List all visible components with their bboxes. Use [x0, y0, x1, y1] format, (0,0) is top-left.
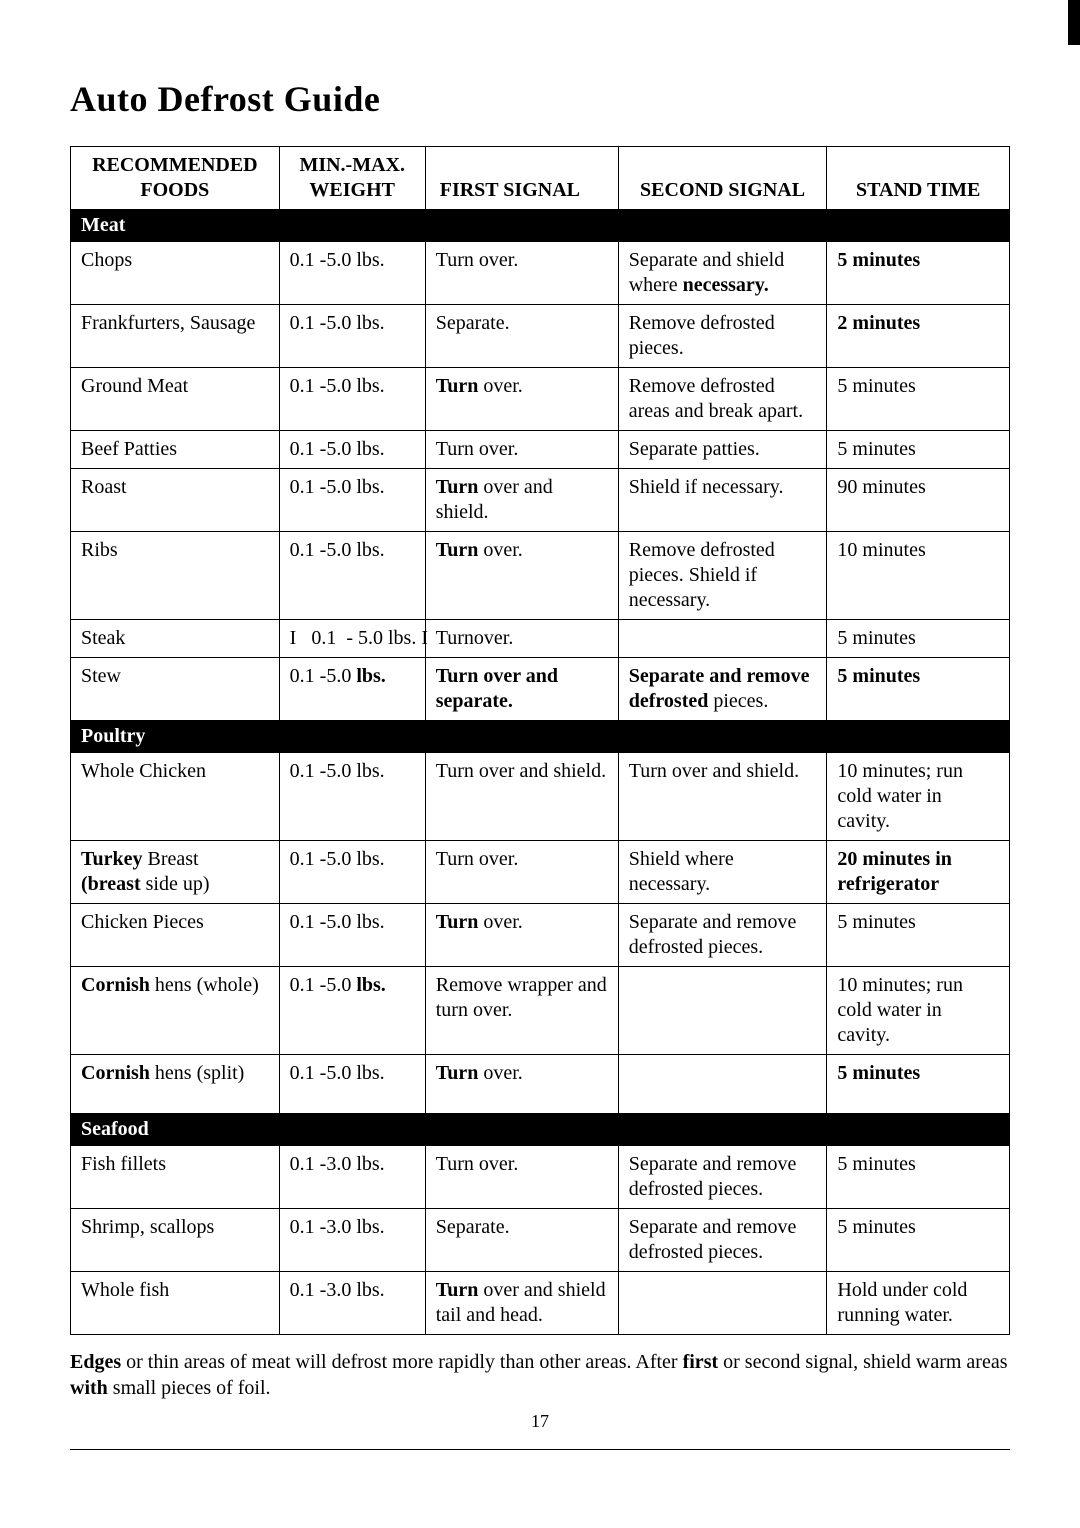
table-row: Chops 0.1 -5.0 lbs. Turn over. Separate …: [71, 242, 1010, 305]
table-row: Roast 0.1 -5.0 lbs. Turn over and shield…: [71, 469, 1010, 532]
table-row: Fish fillets 0.1 -3.0 lbs. Turn over. Se…: [71, 1146, 1010, 1209]
table-row: Chicken Pieces 0.1 -5.0 lbs. Turn over. …: [71, 904, 1010, 967]
table-row: Whole fish 0.1 -3.0 lbs. Turn over and s…: [71, 1272, 1010, 1335]
table-row: Ground Meat 0.1 -5.0 lbs. Turn over. Rem…: [71, 368, 1010, 431]
table-row: Steak I 0.1 - 5.0 lbs. I Turnover. 5 min…: [71, 620, 1010, 658]
col-second-signal: SECOND SIGNAL: [618, 147, 827, 210]
col-first-signal: FIRST SIGNAL: [425, 147, 618, 210]
table-row: Ribs 0.1 -5.0 lbs. Turn over. Remove def…: [71, 532, 1010, 620]
table-row: Whole Chicken 0.1 -5.0 lbs. Turn over an…: [71, 753, 1010, 841]
page-number: 17: [0, 1411, 1080, 1432]
bottom-rule: [70, 1449, 1010, 1450]
defrost-guide-table: RECOMMENDEDFOODS MIN.-MAX.WEIGHT FIRST S…: [70, 146, 1010, 1335]
table-header-row: RECOMMENDEDFOODS MIN.-MAX.WEIGHT FIRST S…: [71, 147, 1010, 210]
section-poultry: Poultry: [71, 721, 1010, 753]
col-min-max-weight: MIN.-MAX.WEIGHT: [279, 147, 425, 210]
table-row: Stew 0.1 -5.0 lbs. Turn over and separat…: [71, 658, 1010, 721]
table-row: Cornish hens (split) 0.1 -5.0 lbs. Turn …: [71, 1055, 1010, 1114]
page-title: Auto Defrost Guide: [70, 78, 1010, 120]
decorative-corner-bar: [1068, 0, 1080, 45]
table-row: Beef Patties 0.1 -5.0 lbs. Turn over. Se…: [71, 431, 1010, 469]
table-row: Shrimp, scallops 0.1 -3.0 lbs. Separate.…: [71, 1209, 1010, 1272]
section-seafood: Seafood: [71, 1114, 1010, 1146]
section-meat: Meat: [71, 210, 1010, 242]
footnote: Edges or thin areas of meat will defrost…: [70, 1349, 1010, 1401]
table-row: Cornish hens (whole) 0.1 -5.0 lbs. Remov…: [71, 967, 1010, 1055]
table-row: Turkey Breast(breast side up) 0.1 -5.0 l…: [71, 841, 1010, 904]
table-row: Frankfurters, Sausage 0.1 -5.0 lbs. Sepa…: [71, 305, 1010, 368]
col-recommended-foods: RECOMMENDEDFOODS: [71, 147, 280, 210]
col-stand-time: STAND TIME: [827, 147, 1010, 210]
